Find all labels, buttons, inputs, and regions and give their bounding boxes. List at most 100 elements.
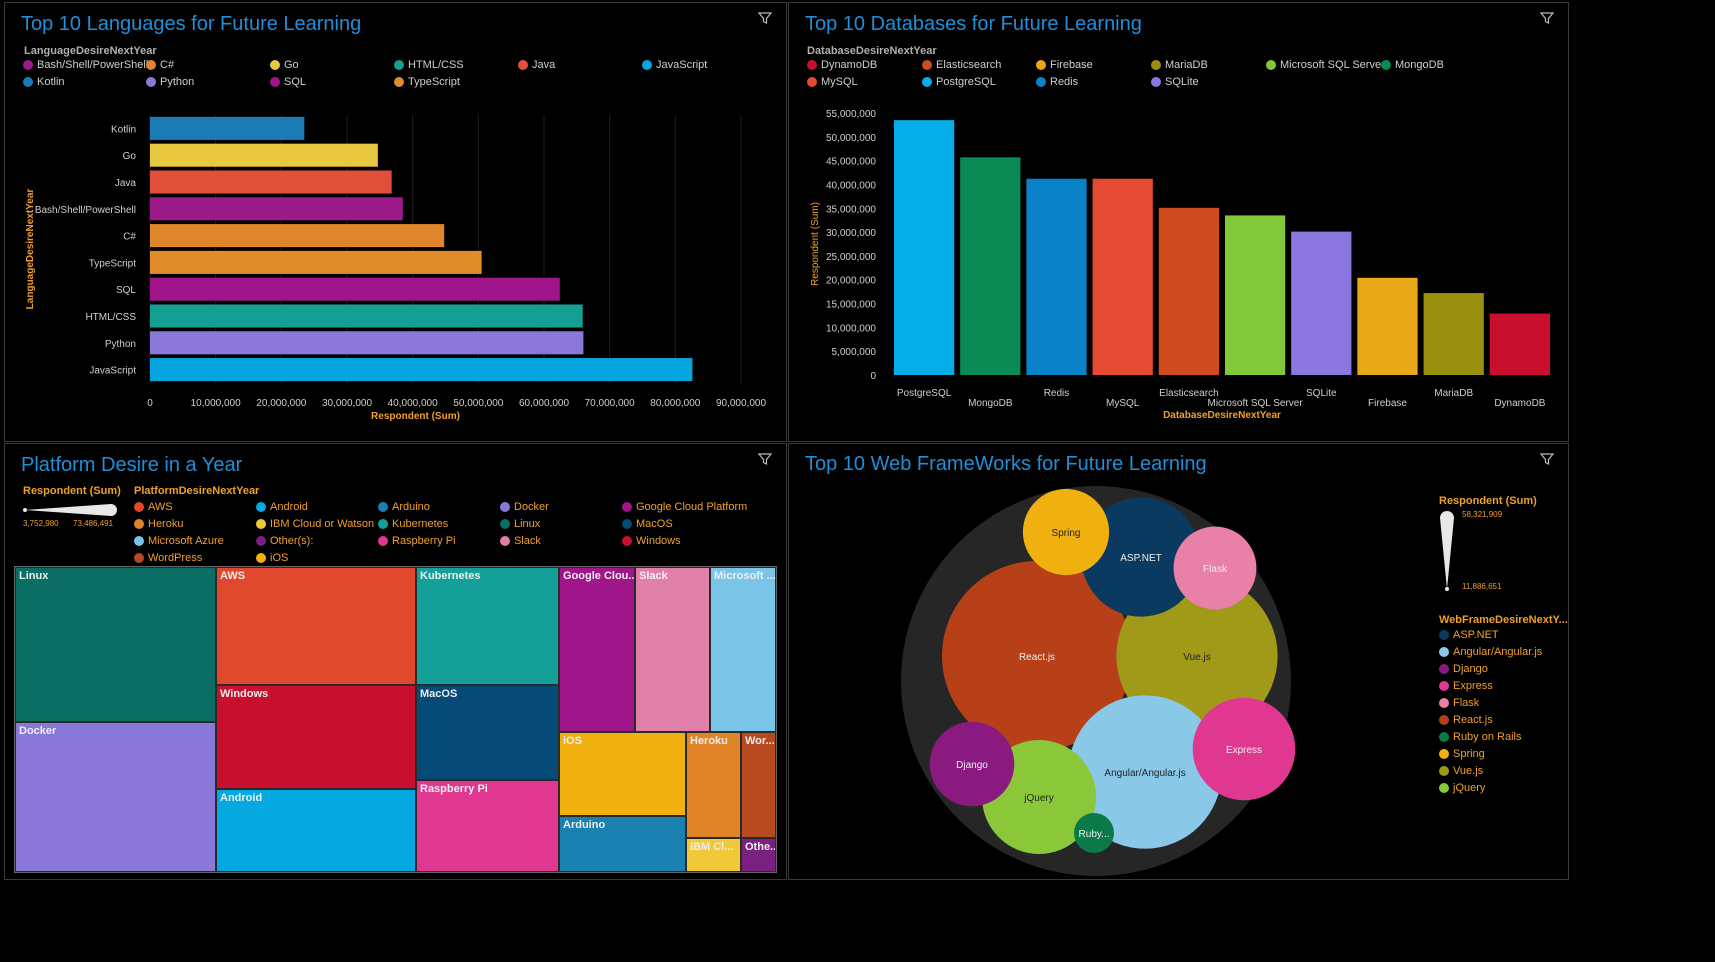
y-tick-label: Java [115,178,137,189]
legend-item-vue-js[interactable]: Vue.js [1439,765,1483,777]
y-tick-label: Python [105,339,136,350]
legend-item-windows[interactable]: Windows [622,535,681,547]
treemap-cell-macos[interactable]: MacOS [416,685,559,780]
y-tick-label: SQL [116,285,136,296]
platforms-size-min: 3,752,980 [23,519,59,528]
legend-item-angular-angular-js[interactable]: Angular/Angular.js [1439,646,1542,658]
legend-item-mysql[interactable]: MySQL [807,76,858,88]
legend-item-javascript[interactable]: JavaScript [642,59,707,71]
legend-item-mongodb[interactable]: MongoDB [1381,59,1444,71]
treemap-cell-slack[interactable]: Slack [635,567,710,732]
treemap-cell-heroku[interactable]: Heroku [686,732,741,838]
legend-label: Arduino [392,501,430,513]
x-tick-label: 20,000,000 [256,398,306,409]
legend-item-asp-net[interactable]: ASP.NET [1439,629,1499,641]
legend-item-docker[interactable]: Docker [500,501,549,513]
bubble-react-js [942,561,1132,751]
legend-item-postgresql[interactable]: PostgreSQL [922,76,996,88]
treemap-cell-ibm-cl[interactable]: IBM Cl... [686,838,741,872]
treemap-cell-google-clou[interactable]: Google Clou... [559,567,635,732]
legend-item-python[interactable]: Python [146,76,194,88]
filter-icon[interactable] [758,11,772,25]
legend-swatch [1439,681,1449,691]
legend-label: Docker [514,501,549,513]
legend-item-html-css[interactable]: HTML/CSS [394,59,464,71]
treemap-cell-aws[interactable]: AWS [216,567,416,685]
filter-icon[interactable] [1540,452,1554,466]
x-tick-label: 70,000,000 [585,398,635,409]
legend-item-firebase[interactable]: Firebase [1036,59,1093,71]
legend-item-express[interactable]: Express [1439,680,1493,692]
legend-swatch [500,536,510,546]
legend-item-django[interactable]: Django [1439,663,1488,675]
legend-item-wordpress[interactable]: WordPress [134,552,202,564]
legend-item-linux[interactable]: Linux [500,518,540,530]
legend-item-ios[interactable]: iOS [256,552,288,564]
legend-swatch [146,60,156,70]
legend-item-kotlin[interactable]: Kotlin [23,76,65,88]
legend-item-go[interactable]: Go [270,59,299,71]
legend-item-ibm-cloud-or-watson[interactable]: IBM Cloud or Watson [256,518,374,530]
filter-icon[interactable] [1540,11,1554,25]
treemap-cell-raspberry-pi[interactable]: Raspberry Pi [416,780,559,872]
legend-item-elasticsearch[interactable]: Elasticsearch [922,59,1001,71]
bar-mariadb [1423,293,1484,375]
legend-item-ruby-on-rails[interactable]: Ruby on Rails [1439,731,1521,743]
legend-item-dynamodb[interactable]: DynamoDB [807,59,877,71]
legend-item-java[interactable]: Java [518,59,555,71]
legend-label: Linux [514,518,541,530]
treemap-cell-microsoft[interactable]: Microsoft ... [710,567,776,732]
legend-item-flask[interactable]: Flask [1439,697,1479,709]
treemap-cell-kubernetes[interactable]: Kubernetes [416,567,559,685]
webframeworks-panel: Top 10 Web FrameWorks for Future Learnin… [788,443,1569,880]
legend-label: MySQL [821,76,858,88]
legend-item-typescript[interactable]: TypeScript [394,76,460,88]
legend-item-sql[interactable]: SQL [270,76,306,88]
legend-item-slack[interactable]: Slack [500,535,541,547]
legend-item-redis[interactable]: Redis [1036,76,1078,88]
legend-item-other-s[interactable]: Other(s): [256,535,313,547]
bar-dynamodb [1489,313,1551,375]
legend-item-jquery[interactable]: jQuery [1439,782,1485,794]
treemap-cell-label: Microsoft ... [714,570,776,582]
legend-item-android[interactable]: Android [256,501,308,513]
legend-item-sqlite[interactable]: SQLite [1151,76,1199,88]
treemap-cell-arduino[interactable]: Arduino [559,816,686,872]
databases-legend-title: DatabaseDesireNextYear [807,45,937,57]
legend-swatch [1439,749,1449,759]
treemap-cell-linux[interactable]: Linux [15,567,216,722]
x-tick-label: Redis [1044,388,1070,399]
treemap-cell-label: IBM Cl... [690,841,734,853]
legend-item-bash-shell-powershell[interactable]: Bash/Shell/PowerShell [23,59,148,71]
legend-item-heroku[interactable]: Heroku [134,518,183,530]
treemap-cell-android[interactable]: Android [216,789,416,872]
legend-item-google-cloud-platform[interactable]: Google Cloud Platform [622,501,747,513]
legend-label: Java [532,59,556,71]
legend-item-aws[interactable]: AWS [134,501,173,513]
legend-label: Express [1453,680,1493,692]
legend-item-react-js[interactable]: React.js [1439,714,1493,726]
legend-item-microsoft-azure[interactable]: Microsoft Azure [134,535,224,547]
treemap-cell-label: Google Clou... [563,570,635,582]
legend-label: ASP.NET [1453,629,1499,641]
legend-item-arduino[interactable]: Arduino [378,501,430,513]
filter-icon[interactable] [758,452,772,466]
legend-item-mariadb[interactable]: MariaDB [1151,59,1208,71]
legend-item-raspberry-pi[interactable]: Raspberry Pi [378,535,456,547]
legend-swatch [622,519,632,529]
y-tick-label: 35,000,000 [826,204,876,215]
legend-item-macos[interactable]: MacOS [622,518,673,530]
legend-item-c[interactable]: C# [146,59,174,71]
legend-item-microsoft-sql-server[interactable]: Microsoft SQL Server [1266,59,1385,71]
treemap-cell-othe[interactable]: Othe... [741,838,776,872]
legend-item-spring[interactable]: Spring [1439,748,1485,760]
treemap-cell-docker[interactable]: Docker [15,722,216,872]
x-tick-label: MySQL [1106,398,1140,409]
treemap-cell-wor[interactable]: Wor... [741,732,776,838]
legend-item-kubernetes[interactable]: Kubernetes [378,518,448,530]
treemap-cell-windows[interactable]: Windows [216,685,416,789]
legend-swatch [23,77,33,87]
languages-legend-title: LanguageDesireNextYear [24,45,157,57]
y-tick-label: Go [123,151,137,162]
treemap-cell-ios[interactable]: iOS [559,732,686,816]
